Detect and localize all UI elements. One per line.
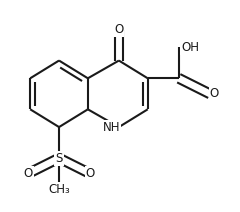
Text: O: O — [85, 167, 95, 180]
Text: O: O — [210, 87, 219, 100]
Text: S: S — [55, 152, 63, 165]
Text: O: O — [114, 23, 124, 36]
Text: CH₃: CH₃ — [48, 183, 70, 196]
Text: OH: OH — [181, 41, 199, 54]
Text: NH: NH — [102, 121, 120, 134]
Text: O: O — [23, 167, 33, 180]
